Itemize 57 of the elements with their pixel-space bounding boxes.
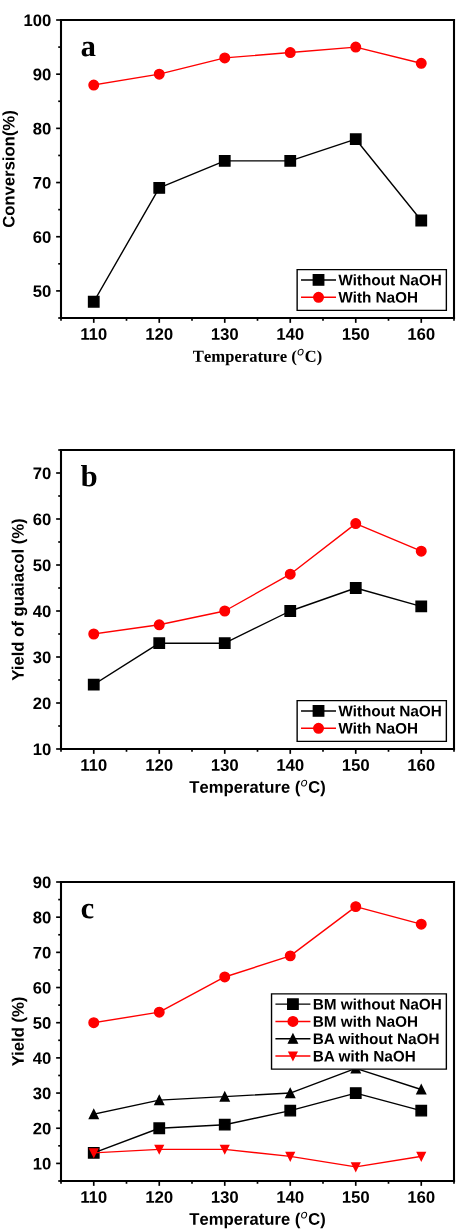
x-tick-label: 110 xyxy=(81,759,107,771)
x-tick-label: 110 xyxy=(81,1191,107,1203)
x-tick-label: 130 xyxy=(211,759,238,771)
x-tick-label: 120 xyxy=(146,759,173,771)
x-tick-label: 160 xyxy=(408,328,435,340)
x-tick-label: 150 xyxy=(342,759,369,771)
y-tick-label: 70 xyxy=(33,946,51,959)
y-tick-label: 50 xyxy=(33,1017,51,1029)
annotation: a xyxy=(81,41,96,57)
y-tick-label: 100 xyxy=(24,14,51,27)
legend-label: BM without NaOH xyxy=(313,998,441,1010)
x-axis-title: Temperature ($^{o}$C) xyxy=(189,1211,325,1229)
y-tick-label: 10 xyxy=(33,743,51,756)
y-tick-label: 50 xyxy=(33,559,51,572)
x-tick-label: 120 xyxy=(146,1191,173,1203)
y-tick-label: 90 xyxy=(33,876,51,889)
legend-label: With NaOH xyxy=(338,291,417,303)
y-tick-label: 50 xyxy=(33,285,51,298)
annotation: b xyxy=(81,464,97,487)
x-tick-label: 130 xyxy=(211,328,238,340)
x-tick-label: 120 xyxy=(146,328,173,340)
x-axis-title: Temperature ($^{o}$C) xyxy=(189,779,325,797)
y-tick-label: 80 xyxy=(33,122,51,135)
y-tick-label: 20 xyxy=(33,1122,51,1135)
y-tick-label: 10 xyxy=(33,1157,51,1170)
y-tick-label: 20 xyxy=(33,697,51,710)
y-axis-title: Yield of guaiacol (%) xyxy=(11,519,28,681)
y-axis-title: Conversion(%) xyxy=(2,111,18,228)
y-tick-label: 60 xyxy=(33,981,51,994)
legend-label: With NaOH xyxy=(338,722,417,734)
x-tick-label: 160 xyxy=(408,759,435,771)
x-tick-label: 150 xyxy=(342,1191,369,1203)
y-tick-label: 70 xyxy=(33,176,51,189)
legend-label: Without NaOH xyxy=(338,705,441,717)
y-tick-label: 60 xyxy=(33,513,51,526)
y-tick-label: 40 xyxy=(32,1052,51,1065)
x-axis-title: Temperature ($^{o}$C) xyxy=(193,348,322,366)
y-axis-title: Yield (%) xyxy=(11,997,28,1067)
x-tick-label: 140 xyxy=(277,759,304,771)
legend-label: BM with NaOH xyxy=(313,1015,417,1027)
y-tick-label: 30 xyxy=(33,651,51,664)
legend-label: BA with NaOH xyxy=(313,1050,415,1062)
x-tick-label: 140 xyxy=(277,328,304,340)
x-tick-label: 110 xyxy=(81,328,107,340)
y-tick-label: 40 xyxy=(32,605,51,618)
x-tick-label: 140 xyxy=(277,1191,304,1203)
y-tick-label: 90 xyxy=(33,68,51,81)
y-tick-label: 70 xyxy=(33,467,51,480)
y-tick-label: 30 xyxy=(33,1087,51,1100)
y-tick-label: 60 xyxy=(33,231,51,243)
annotation: c xyxy=(81,903,94,919)
legend-label: BA without NaOH xyxy=(313,1033,439,1045)
y-tick-label: 80 xyxy=(33,911,51,924)
x-tick-label: 160 xyxy=(408,1191,435,1203)
x-tick-label: 130 xyxy=(211,1191,238,1203)
x-tick-label: 150 xyxy=(342,328,369,340)
legend-label: Without NaOH xyxy=(338,274,441,286)
